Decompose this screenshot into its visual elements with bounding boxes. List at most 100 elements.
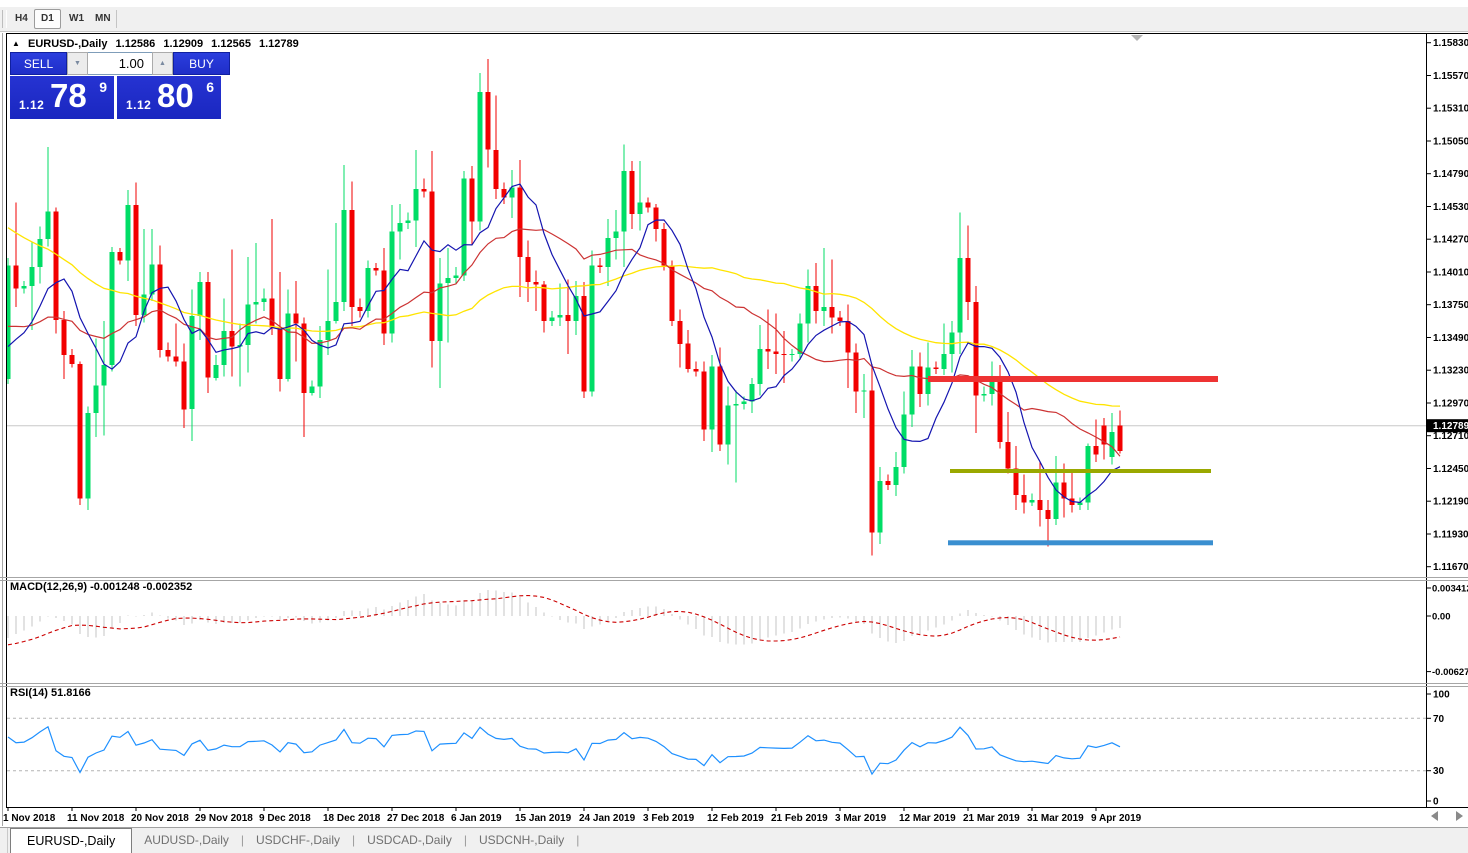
svg-text:1.12789: 1.12789 [1433, 421, 1468, 432]
svg-text:30: 30 [1433, 766, 1445, 777]
timeframe-button-mn[interactable]: MN [95, 13, 111, 24]
price-axis: 1.15830 1.15570 1.15310 1.15050 1.14790 1.145… [1427, 38, 1468, 573]
volume-input[interactable] [88, 52, 152, 75]
chart-ohlc-title: ▲ EURUSD-,Daily 1.12586 1.12909 1.12565 … [12, 38, 304, 50]
svg-text:1.14790: 1.14790 [1433, 169, 1468, 180]
svg-text:21 Mar 2019: 21 Mar 2019 [963, 813, 1020, 824]
sell-price-pip: 9 [99, 79, 107, 95]
svg-text:0.00: 0.00 [1432, 612, 1451, 623]
tab-separator: | [463, 833, 467, 847]
svg-text:12 Mar 2019: 12 Mar 2019 [899, 813, 956, 824]
svg-text:1.11670: 1.11670 [1433, 562, 1468, 573]
svg-text:15 Jan 2019: 15 Jan 2019 [515, 813, 572, 824]
svg-text:1.13490: 1.13490 [1433, 333, 1468, 344]
svg-text:9 Apr 2019: 9 Apr 2019 [1091, 813, 1142, 824]
candlestick-chart [7, 59, 1426, 556]
rsi-axis: 100 70 30 0 [1427, 690, 1450, 808]
svg-text:1.12970: 1.12970 [1433, 399, 1468, 410]
sell-price-main: 78 [50, 77, 87, 114]
timeframe-button-w1[interactable]: W1 [69, 13, 84, 24]
toolbar-grip [2, 10, 7, 28]
svg-text:3 Mar 2019: 3 Mar 2019 [835, 813, 887, 824]
svg-text:1.11930: 1.11930 [1433, 530, 1468, 541]
svg-text:1.12190: 1.12190 [1433, 497, 1468, 508]
date-axis: 1 Nov 2018 11 Nov 2018 20 Nov 2018 29 Nov 2… [3, 808, 1142, 824]
level-line-resistance [928, 376, 1218, 382]
svg-text:70: 70 [1433, 714, 1445, 725]
buy-price-button[interactable]: 1.12 80 6 [117, 76, 221, 119]
ohlc-high: 1.12909 [163, 38, 204, 50]
tab-eurusd-daily[interactable]: EURUSD-,Daily [10, 828, 133, 853]
buy-price-main: 80 [157, 77, 194, 114]
svg-text:29 Nov 2018: 29 Nov 2018 [195, 813, 253, 824]
sell-price-prefix: 1.12 [19, 98, 45, 112]
buy-button[interactable]: BUY [173, 52, 230, 75]
svg-text:21 Feb 2019: 21 Feb 2019 [771, 813, 828, 824]
scroll-right-icon [1456, 811, 1463, 821]
svg-text:1.15570: 1.15570 [1433, 71, 1468, 82]
tab-usdchf-daily[interactable]: USDCHF-,Daily [256, 833, 341, 847]
svg-text:0: 0 [1433, 797, 1439, 808]
macd-chart [7, 590, 1121, 646]
ohlc-close: 1.12789 [259, 38, 299, 50]
macd-indicator-label: MACD(12,26,9) -0.001248 -0.002352 [10, 581, 193, 593]
svg-text:1.13750: 1.13750 [1433, 300, 1468, 311]
bar-direction-icon: ▲ [12, 39, 20, 48]
svg-text:3 Feb 2019: 3 Feb 2019 [643, 813, 695, 824]
svg-text:0.003412: 0.003412 [1432, 584, 1468, 595]
svg-text:1.15050: 1.15050 [1433, 137, 1468, 148]
tab-separator: | [576, 833, 580, 847]
ohlc-open: 1.12586 [115, 38, 156, 50]
svg-text:27 Dec 2018: 27 Dec 2018 [387, 813, 445, 824]
symbol-tab-bar: EURUSD-,Daily AUDUSD-,Daily | USDCHF-,Da… [0, 827, 1468, 853]
rsi-chart [7, 717, 1426, 776]
buy-price-prefix: 1.12 [126, 98, 152, 112]
svg-text:11 Nov 2018: 11 Nov 2018 [67, 813, 125, 824]
chevron-down-icon: ▼ [74, 60, 81, 67]
scroll-left-icon [1431, 811, 1438, 821]
chevron-up-icon: ▲ [159, 60, 166, 67]
svg-text:9 Dec 2018: 9 Dec 2018 [259, 813, 311, 824]
svg-text:6 Jan 2019: 6 Jan 2019 [451, 813, 502, 824]
svg-text:1.12710: 1.12710 [1433, 431, 1468, 442]
svg-text:1.14010: 1.14010 [1433, 268, 1468, 279]
ma-fast-line [7, 183, 1121, 504]
level-line-support [948, 540, 1213, 546]
scroll-to-end-icon [1131, 35, 1143, 41]
chart-symbol-period: EURUSD-,Daily [27, 38, 108, 50]
timeline-scroll-arrows [1431, 811, 1463, 821]
timeframe-button-d1[interactable]: D1 [34, 9, 61, 29]
tab-usdcnh-daily[interactable]: USDCNH-,Daily [478, 833, 565, 847]
svg-text:100: 100 [1433, 690, 1450, 701]
tab-usdcad-daily[interactable]: USDCAD-,Daily [367, 833, 452, 847]
svg-text:1.14270: 1.14270 [1433, 235, 1468, 246]
svg-text:1.13230: 1.13230 [1433, 366, 1468, 377]
ohlc-low: 1.12565 [211, 38, 251, 50]
volume-decrease-button[interactable]: ▼ [67, 52, 88, 75]
ma-slow-line [7, 227, 1121, 407]
timeframe-button-h4[interactable]: H4 [15, 13, 28, 24]
sell-price-button[interactable]: 1.12 78 9 [10, 76, 114, 119]
svg-text:1.14530: 1.14530 [1433, 202, 1468, 213]
tab-separator: | [240, 833, 245, 847]
svg-text:1.12450: 1.12450 [1433, 464, 1468, 475]
rsi-line [7, 725, 1121, 776]
sell-button[interactable]: SELL [10, 52, 67, 75]
macd-signal-line [7, 594, 1121, 646]
tab-audusd-daily[interactable]: AUDUSD-,Daily [144, 833, 229, 847]
toolbar-separator [116, 10, 117, 28]
tabbar-grip [0, 828, 8, 853]
svg-text:31 Mar 2019: 31 Mar 2019 [1027, 813, 1084, 824]
one-click-trading-panel: SELL ▼ ▲ BUY 1.12 78 9 1.12 80 6 [10, 52, 232, 119]
level-line-mid-support [950, 469, 1211, 473]
svg-text:24 Jan 2019: 24 Jan 2019 [579, 813, 636, 824]
volume-increase-button[interactable]: ▲ [152, 52, 173, 75]
current-price-tag [1427, 419, 1468, 433]
svg-text:1 Nov 2018: 1 Nov 2018 [3, 813, 56, 824]
rsi-indicator-label: RSI(14) 51.8166 [10, 687, 91, 699]
buy-price-pip: 6 [206, 79, 214, 95]
